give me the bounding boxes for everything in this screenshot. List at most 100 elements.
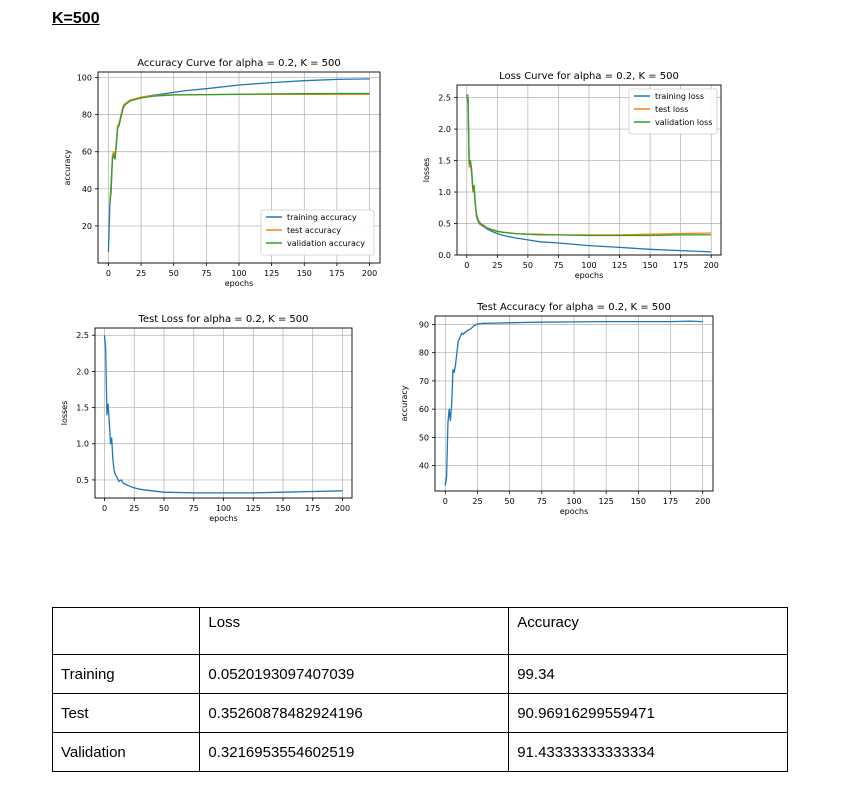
y-tick-label: 2.0	[76, 367, 89, 376]
y-tick-label: 60	[419, 405, 429, 414]
y-tick-label: 70	[419, 377, 429, 386]
legend-label: training accuracy	[287, 213, 357, 222]
x-tick-label: 0	[102, 504, 107, 513]
x-tick-label: 25	[472, 497, 482, 506]
y-axis-label: losses	[422, 158, 431, 183]
series-line	[109, 92, 370, 204]
x-tick-label: 50	[159, 504, 169, 513]
x-tick-label: 125	[612, 261, 627, 270]
plot-frame	[97, 71, 381, 264]
chart-title: Accuracy Curve for alpha = 0.2, K = 500	[137, 58, 341, 69]
series-line	[103, 335, 343, 494]
y-tick-label: 0.5	[76, 476, 89, 485]
legend-label: test accuracy	[287, 226, 341, 235]
table-header-cell: Loss	[199, 607, 510, 655]
y-axis-label: losses	[60, 401, 69, 426]
x-tick-label: 25	[136, 269, 146, 278]
y-tick-label: 20	[82, 222, 92, 231]
x-tick-label: 200	[695, 497, 710, 506]
accuracy-curve-chart: 0 25 50 75 100 125 150 175 200 20 40 60 80 100 Accura…	[63, 58, 381, 288]
x-tick-label: 75	[201, 269, 211, 278]
legend-label: test loss	[655, 105, 688, 114]
y-tick-label: 0.5	[438, 220, 451, 229]
results-table: Loss Accuracy Training 0.052019309740703…	[51, 607, 788, 772]
x-tick-label: 100	[581, 261, 596, 270]
y-tick-label: 40	[82, 185, 92, 194]
chart-title: Test Accuracy for alpha = 0.2, K = 500	[476, 302, 671, 313]
loss-cell: 0.3216953554602519	[199, 732, 510, 772]
plot-frame	[456, 84, 722, 256]
accuracy-cell: 90.96916299559471	[508, 693, 788, 733]
y-tick-label: 0.0	[438, 251, 451, 260]
y-tick-label: 80	[419, 349, 429, 358]
x-tick-label: 0	[464, 261, 469, 270]
table-row: Validation 0.3216953554602519 91.4333333…	[51, 732, 788, 772]
x-tick-label: 100	[566, 497, 581, 506]
x-tick-label: 175	[663, 497, 678, 506]
y-tick-label: 1.5	[76, 404, 89, 413]
accuracy-cell: 99.34	[508, 654, 788, 694]
legend-label: validation accuracy	[287, 239, 365, 248]
x-tick-label: 200	[704, 261, 719, 270]
y-tick-label: 80	[82, 111, 92, 120]
x-axis-label: epochs	[575, 271, 604, 280]
x-tick-label: 75	[537, 497, 547, 506]
x-axis-label: epochs	[209, 514, 238, 523]
section-heading: K=500	[52, 10, 100, 27]
x-axis-label: epochs	[225, 279, 254, 288]
y-tick-label: 1.0	[76, 440, 89, 449]
x-tick-label: 125	[246, 504, 261, 513]
x-tick-label: 25	[492, 261, 502, 270]
x-tick-label: 175	[673, 261, 688, 270]
x-tick-label: 75	[189, 504, 199, 513]
x-tick-label: 0	[443, 497, 448, 506]
y-tick-label: 50	[419, 433, 429, 442]
series-line	[109, 93, 370, 201]
loss-cell: 0.0520193097407039	[199, 654, 510, 694]
y-axis-label: accuracy	[63, 149, 72, 185]
y-tick-label: 60	[82, 148, 92, 157]
y-tick-label: 90	[419, 320, 429, 329]
y-tick-label: 2.5	[438, 94, 451, 103]
y-tick-label: 1.0	[438, 188, 451, 197]
x-axis-label: epochs	[560, 507, 589, 516]
test-loss-chart: 0 25 50 75 100 125 150 175 200 0.5 1.0 1.5 2.0 2.5 Te…	[60, 314, 353, 523]
x-tick-label: 150	[297, 269, 312, 278]
table-row: Test 0.35260878482924196 90.969162995594…	[51, 693, 788, 733]
row-label-cell: Training	[51, 654, 201, 694]
x-tick-label: 100	[216, 504, 231, 513]
x-tick-label: 150	[631, 497, 646, 506]
x-tick-label: 175	[329, 269, 344, 278]
x-tick-label: 125	[599, 497, 614, 506]
row-label-cell: Test	[51, 693, 201, 733]
x-tick-label: 50	[505, 497, 515, 506]
x-tick-label: 150	[642, 261, 657, 270]
table-header-cell	[51, 607, 201, 655]
test-accuracy-chart: 0 25 50 75 100 125 150 175 200 40 50 60 70 80 90 Test …	[400, 302, 714, 516]
series-line	[467, 97, 712, 237]
loss-cell: 0.35260878482924196	[199, 693, 510, 733]
x-tick-label: 150	[275, 504, 290, 513]
plot-frame	[94, 327, 353, 499]
x-tick-label: 200	[335, 504, 350, 513]
table-header-row: Loss Accuracy	[51, 607, 788, 655]
x-tick-label: 200	[362, 269, 377, 278]
x-tick-label: 75	[553, 261, 563, 270]
y-tick-label: 100	[77, 74, 92, 83]
plot-frame	[434, 315, 714, 492]
series-line	[444, 320, 703, 486]
row-label-cell: Validation	[51, 732, 201, 772]
loss-curve-chart: 0 25 50 75 100 125 150 175 200 0.0 0.5 1.0 1.5 2.0 2.5…	[422, 71, 722, 280]
y-axis-label: accuracy	[400, 385, 409, 421]
legend-box	[260, 209, 375, 256]
x-tick-label: 50	[523, 261, 533, 270]
x-tick-label: 50	[169, 269, 179, 278]
y-tick-label: 2.5	[76, 331, 89, 340]
table-row: Training 0.0520193097407039 99.34	[51, 654, 788, 694]
legend-box	[628, 88, 718, 135]
y-tick-label: 40	[419, 462, 429, 471]
x-tick-label: 125	[264, 269, 279, 278]
x-tick-label: 0	[106, 269, 111, 278]
accuracy-cell: 91.43333333333334	[508, 732, 788, 772]
x-tick-label: 25	[129, 504, 139, 513]
